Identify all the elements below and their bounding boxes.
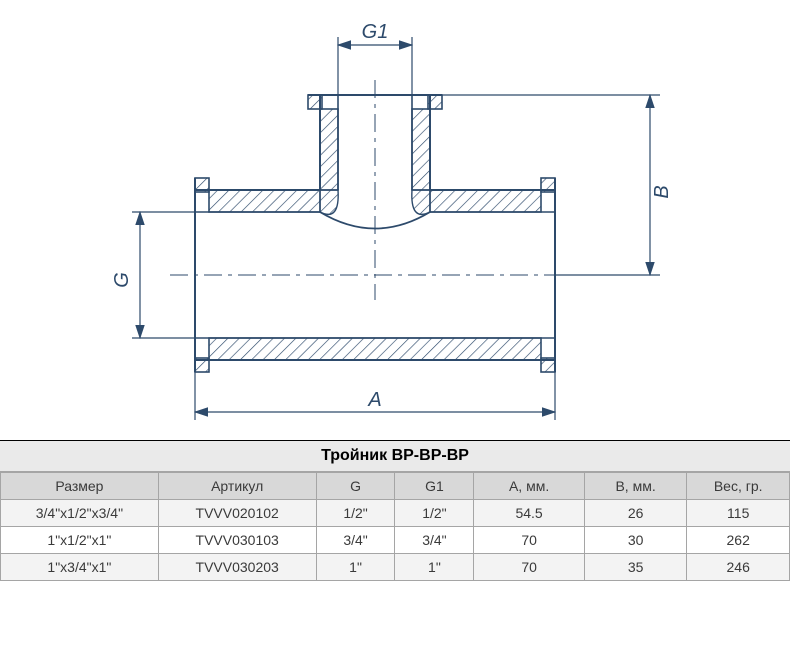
table-header-row: РазмерАртикулGG1A, мм.B, мм.Вес, гр. <box>1 473 790 500</box>
page-container: A B G G1 <box>0 0 790 650</box>
spec-table: РазмерАртикулGG1A, мм.B, мм.Вес, гр. 3/4… <box>0 472 790 581</box>
table-header-cell: Артикул <box>158 473 316 500</box>
table-cell: 1"x3/4"x1" <box>1 554 159 581</box>
table-cell: 246 <box>687 554 790 581</box>
dim-label-G: G <box>111 272 133 288</box>
table-cell: 1/2" <box>316 500 395 527</box>
table-row: 1"x1/2"x1"TVVV0301033/4"3/4"7030262 <box>1 527 790 554</box>
table-title: Тройник ВР-ВР-ВР <box>0 441 790 472</box>
dim-label-A: A <box>367 389 381 411</box>
spec-table-area: Тройник ВР-ВР-ВР РазмерАртикулGG1A, мм.B… <box>0 440 790 581</box>
hatch-branch-left <box>320 109 338 190</box>
table-cell: 1/2" <box>395 500 474 527</box>
table-header-cell: G <box>316 473 395 500</box>
table-cell: 26 <box>584 500 687 527</box>
hatch-top-right <box>430 190 541 212</box>
dimension-B: B <box>442 95 673 275</box>
table-cell: TVVV030103 <box>158 527 316 554</box>
table-cell: 1"x1/2"x1" <box>1 527 159 554</box>
table-cell: 30 <box>584 527 687 554</box>
table-cell: 1" <box>316 554 395 581</box>
table-cell: 3/4" <box>316 527 395 554</box>
table-cell: 70 <box>474 527 584 554</box>
table-header-cell: Размер <box>1 473 159 500</box>
table-cell: 1" <box>395 554 474 581</box>
gusset-left <box>320 190 338 214</box>
table-header-cell: A, мм. <box>474 473 584 500</box>
hatch-branch-right <box>412 109 430 190</box>
table-cell: 3/4" <box>395 527 474 554</box>
table-cell: 262 <box>687 527 790 554</box>
table-cell: 3/4"x1/2"x3/4" <box>1 500 159 527</box>
dim-label-B: B <box>651 185 673 198</box>
table-header-cell: G1 <box>395 473 474 500</box>
gusset-right <box>412 190 430 214</box>
table-cell: 54.5 <box>474 500 584 527</box>
table-cell: TVVV020102 <box>158 500 316 527</box>
engineering-drawing: A B G G1 <box>0 0 790 440</box>
dimension-A: A <box>195 372 555 420</box>
hatch-top-left <box>209 190 320 212</box>
hatch-bottom <box>209 338 541 360</box>
table-header-cell: B, мм. <box>584 473 687 500</box>
table-body: 3/4"x1/2"x3/4"TVVV0201021/2"1/2"54.52611… <box>1 500 790 581</box>
table-cell: TVVV030203 <box>158 554 316 581</box>
tee-fitting-svg: A B G G1 <box>0 0 790 440</box>
table-cell: 70 <box>474 554 584 581</box>
dim-label-G1: G1 <box>362 21 389 43</box>
table-cell: 35 <box>584 554 687 581</box>
table-header-cell: Вес, гр. <box>687 473 790 500</box>
table-cell: 115 <box>687 500 790 527</box>
table-row: 1"x3/4"x1"TVVV0302031"1"7035246 <box>1 554 790 581</box>
table-row: 3/4"x1/2"x3/4"TVVV0201021/2"1/2"54.52611… <box>1 500 790 527</box>
